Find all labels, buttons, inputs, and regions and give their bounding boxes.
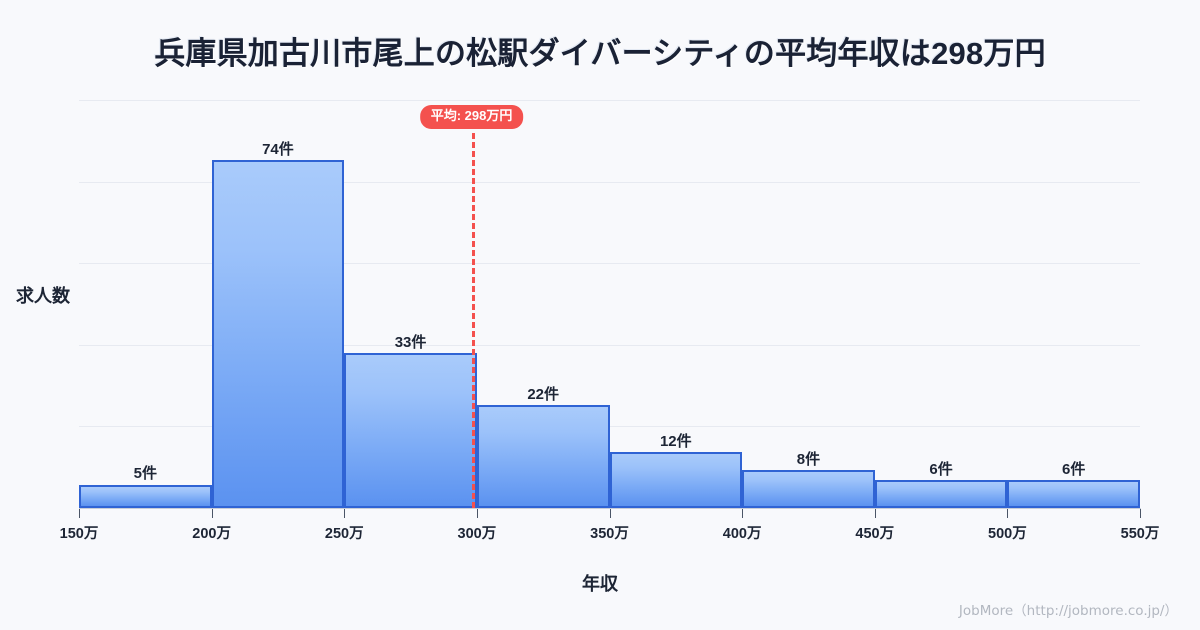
gridline — [79, 182, 1140, 183]
footer-credit: JobMore（http://jobmore.co.jp/） — [958, 603, 1178, 619]
x-axis-tick — [1140, 509, 1141, 518]
page-title: 兵庫県加古川市尾上の松駅ダイバーシティの平均年収は298万円 — [154, 36, 1046, 71]
x-axis-tick — [742, 509, 744, 518]
plot-area: 5件 74件 33件 22件 12件 8件 6件 6件 — [79, 100, 1140, 508]
x-axis-tick-label: 400万 — [722, 526, 762, 542]
x-axis-title: 年収 — [582, 574, 618, 594]
x-axis-tick-label: 550万 — [1120, 526, 1160, 542]
x-axis-tick — [609, 509, 611, 518]
histogram-bar — [742, 470, 875, 508]
bar-value-label: 74件 — [262, 141, 294, 159]
average-badge: 平均: 298万円 — [419, 105, 524, 129]
histogram-bar — [609, 451, 743, 508]
x-axis-tick — [79, 509, 80, 518]
bar-value-label: 8件 — [796, 451, 821, 469]
x-axis-baseline — [79, 508, 1141, 509]
bar-value-label: 33件 — [394, 333, 427, 351]
average-line — [471, 133, 475, 508]
x-axis-tick — [1007, 509, 1009, 518]
y-axis-title: 求人数 — [16, 286, 70, 306]
x-axis-tick — [874, 509, 876, 518]
histogram-bar — [79, 484, 212, 508]
gridline — [79, 263, 1140, 264]
x-axis-tick-label: 200万 — [192, 526, 231, 542]
x-axis-tick-label: 300万 — [457, 526, 497, 542]
gridline — [79, 345, 1140, 346]
histogram-bar — [874, 479, 1008, 508]
bar-value-label: 22件 — [527, 385, 560, 403]
x-axis-tick-label: 500万 — [988, 526, 1027, 542]
bar-value-label: 6件 — [929, 460, 953, 478]
x-axis-tick — [344, 509, 346, 518]
histogram-bar — [211, 160, 345, 508]
gridline — [79, 426, 1140, 427]
x-axis-tick-label: 350万 — [590, 526, 629, 542]
x-axis-tick-label: 450万 — [855, 526, 895, 542]
histogram-bar — [476, 404, 610, 508]
bar-value-label: 5件 — [133, 465, 157, 483]
x-axis-tick — [476, 509, 478, 518]
histogram-bar — [1007, 479, 1140, 508]
bar-value-label: 6件 — [1062, 460, 1086, 478]
bar-value-label: 12件 — [659, 432, 692, 450]
x-axis-tick-label: 250万 — [324, 526, 364, 542]
x-axis-tick-label: 150万 — [59, 526, 99, 542]
x-axis-tick — [211, 509, 213, 518]
gridline — [79, 100, 1140, 101]
histogram-bar — [344, 352, 477, 508]
